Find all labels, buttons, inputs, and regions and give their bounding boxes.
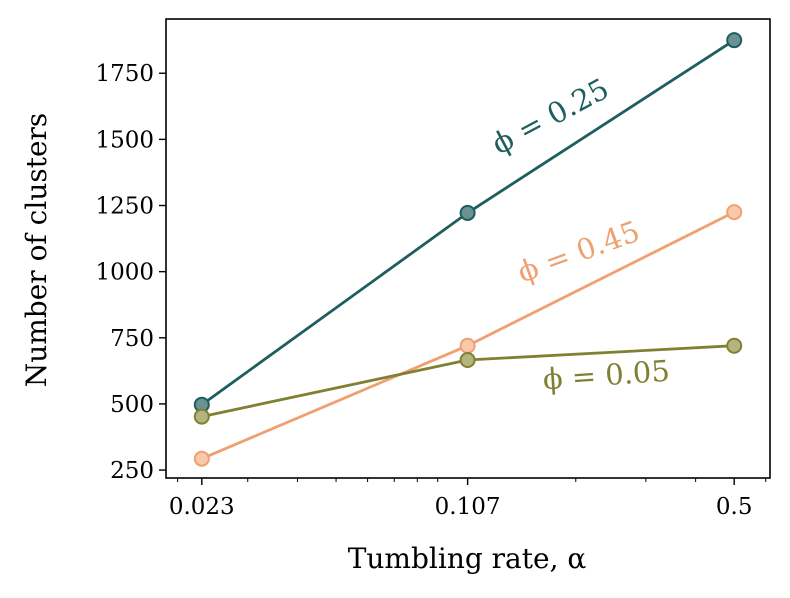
data-point [726, 204, 743, 221]
x-tick-label: 0.107 [435, 494, 501, 520]
series-label: ϕ = 0.25 [486, 71, 614, 161]
y-tick-label: 1750 [95, 61, 154, 87]
plot-frame [165, 18, 771, 479]
series-label: ϕ = 0.05 [542, 354, 671, 397]
x-tick-label: 0.023 [169, 494, 235, 520]
y-tick-label: 1250 [95, 194, 154, 220]
series-label: ϕ = 0.45 [513, 214, 644, 289]
data-point [726, 337, 743, 354]
axes: 250 500 750 1000 1250 1500 1750 0.023 0.107 0.5 [95, 18, 771, 520]
data-point [726, 32, 743, 49]
data-point [193, 408, 210, 425]
data-point [459, 337, 476, 354]
y-tick-label: 500 [110, 392, 154, 418]
data-point [459, 352, 476, 369]
series-line [201, 210, 735, 460]
x-tick-label: 0.5 [716, 494, 753, 520]
x-axis-label: Tumbling rate, α [348, 542, 587, 575]
y-tick-label: 750 [110, 326, 154, 352]
y-tick-label: 250 [110, 458, 154, 484]
y-tick-label: 1000 [95, 260, 154, 286]
y-tick-label: 1500 [95, 127, 154, 153]
y-axis-label: Number of clusters [20, 113, 53, 388]
data-point [193, 450, 210, 467]
plot-area: ϕ = 0.25 ϕ = 0.45 ϕ = 0.05 [193, 32, 743, 467]
data-point [459, 204, 476, 221]
